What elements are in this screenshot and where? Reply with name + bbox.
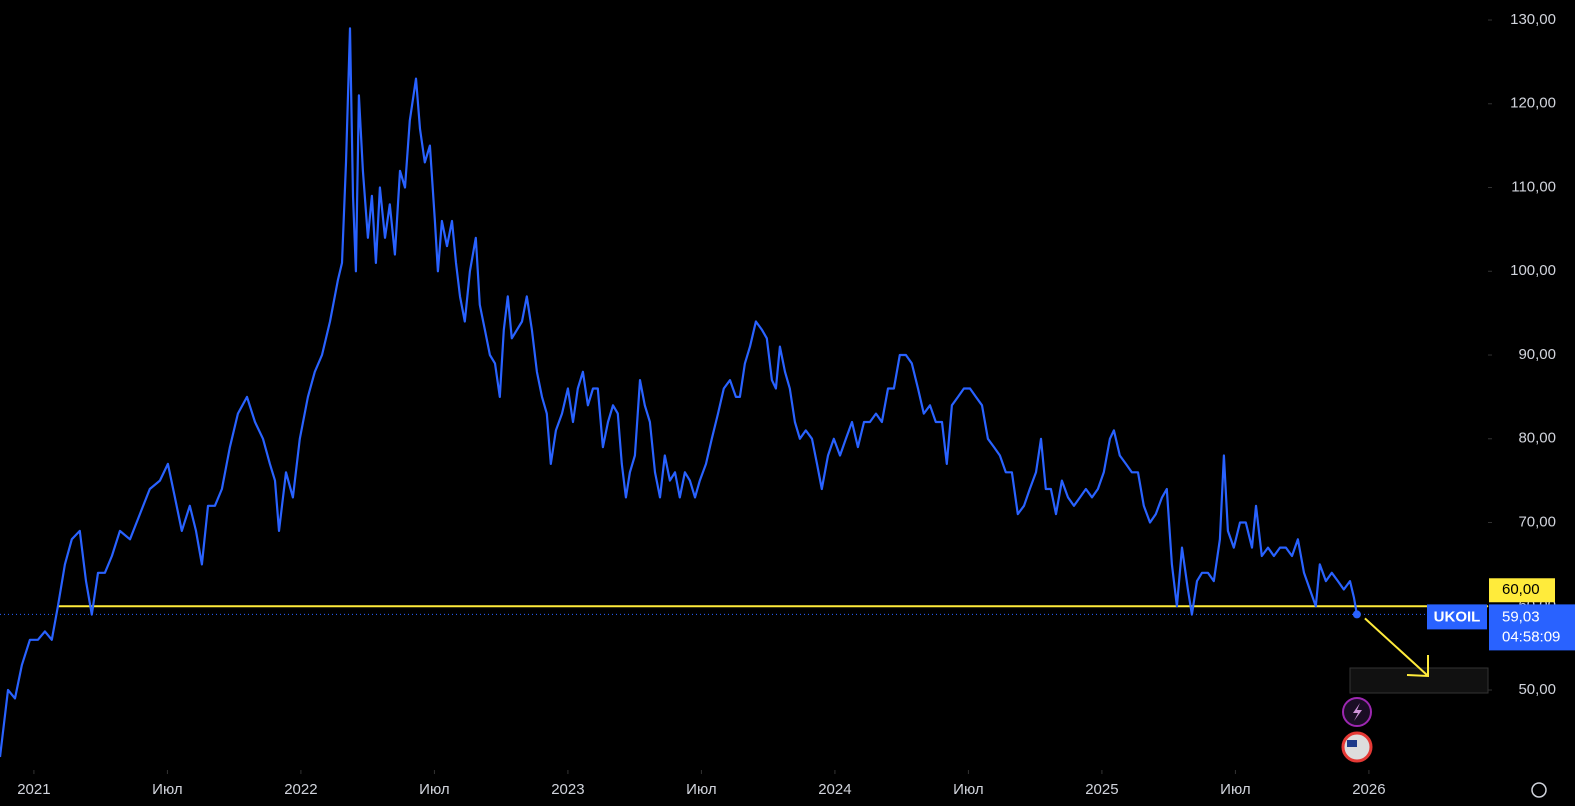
bolt-icon bbox=[1353, 703, 1362, 721]
x-tick-label: Июл bbox=[953, 781, 983, 798]
last-point bbox=[1352, 610, 1361, 619]
series-tag bbox=[1427, 604, 1487, 630]
x-tick-label: 2025 bbox=[1085, 781, 1118, 798]
y-tick-label: 50,00 bbox=[1518, 681, 1556, 698]
y-tick-label: 110,00 bbox=[1511, 178, 1556, 195]
y-tick-label: 130,00 bbox=[1510, 11, 1556, 28]
x-tick-label: 2026 bbox=[1352, 781, 1385, 798]
level-tag bbox=[1489, 578, 1555, 603]
y-tick-label: 70,00 bbox=[1518, 513, 1556, 530]
countdown-label: 04:58:09 bbox=[1502, 628, 1560, 645]
flag-canton bbox=[1347, 740, 1357, 747]
y-tick-label: 100,00 bbox=[1510, 262, 1556, 279]
x-tick-label: 2023 bbox=[551, 781, 584, 798]
x-tick-label: Июл bbox=[419, 781, 449, 798]
x-tick-label: Июл bbox=[686, 781, 716, 798]
y-tick-label: 120,00 bbox=[1510, 95, 1556, 112]
settings-icon[interactable] bbox=[1531, 782, 1547, 798]
price-tag-label: 59,03 bbox=[1502, 608, 1540, 625]
x-tick-label: Июл bbox=[1220, 781, 1250, 798]
price-line-series bbox=[0, 27, 1358, 758]
x-tick-label: Июл bbox=[152, 781, 182, 798]
y-tick-label: 80,00 bbox=[1518, 430, 1556, 447]
series-tag-label: UKOIL bbox=[1434, 608, 1481, 625]
annotation-box bbox=[1349, 667, 1489, 694]
level-tag-label: 60,00 bbox=[1502, 581, 1540, 598]
x-tick-label: 2021 bbox=[17, 781, 50, 798]
x-tick-label: 2022 bbox=[284, 781, 317, 798]
price-tag bbox=[1489, 604, 1575, 651]
y-tick-label: 90,00 bbox=[1518, 346, 1556, 363]
x-tick-label: 2024 bbox=[818, 781, 851, 798]
arrow-annotation bbox=[1364, 617, 1429, 678]
